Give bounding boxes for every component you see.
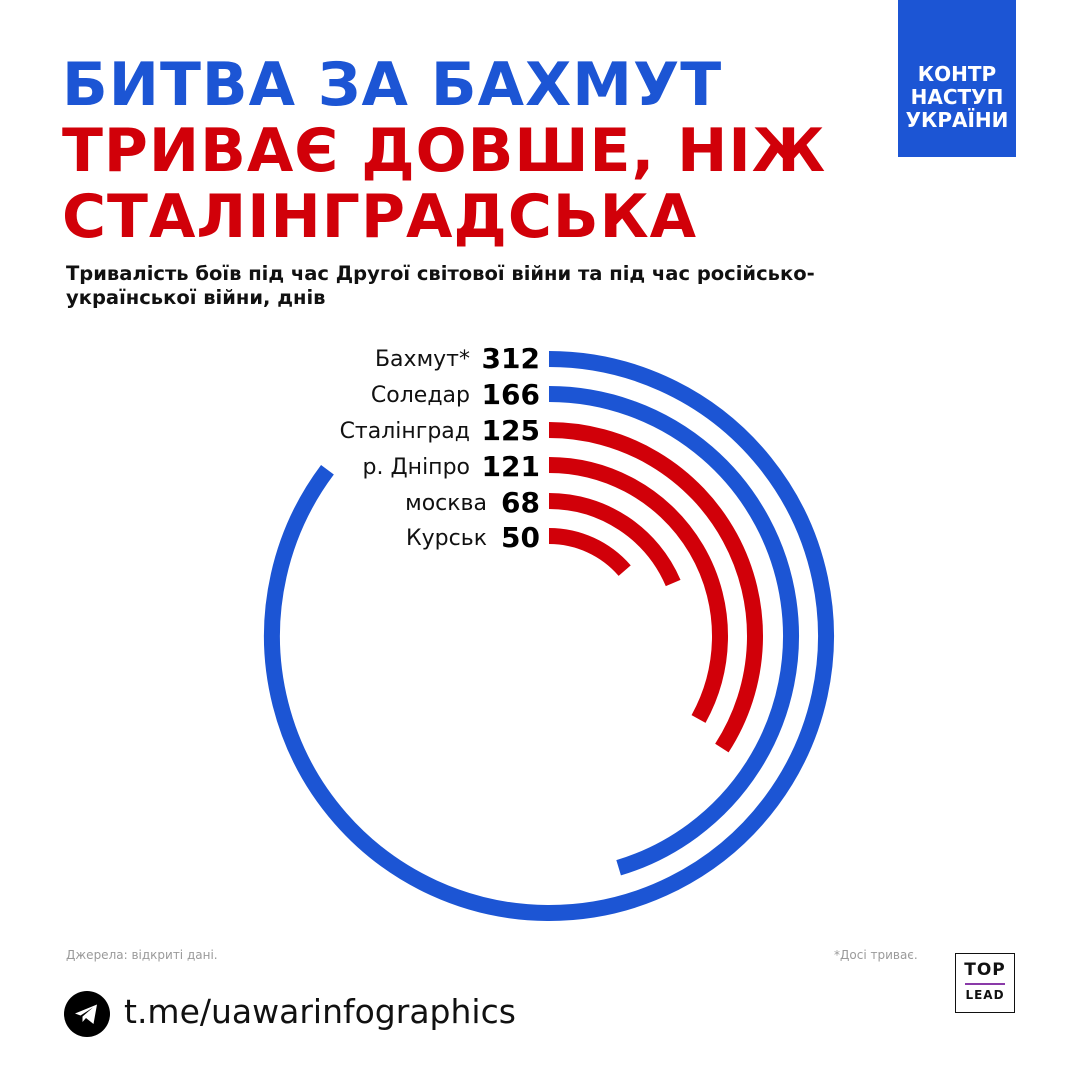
title-line-2: ТРИВАЄ ДОВШЕ, НІЖ: [62, 116, 827, 186]
value-label-4: 68: [501, 486, 540, 519]
logo-top-text: TOP: [964, 960, 1006, 980]
title-line-1: БИТВА ЗА БАХМУТ: [62, 50, 723, 120]
title-line-3: СТАЛІНГРАДСЬКА: [62, 182, 698, 252]
arc-1: [548, 386, 799, 876]
value-label-2: 125: [482, 414, 540, 447]
logo-bottom-text: LEAD: [965, 988, 1005, 1002]
telegram-link[interactable]: t.me/uawarinfographics: [124, 992, 516, 1031]
value-label-3: 121: [482, 450, 540, 483]
chart-subtitle: Тривалість боїв під час Другої світової …: [66, 262, 815, 309]
kontrnastup-badge: КОНТР НАСТУП УКРАЇНИ: [898, 0, 1016, 157]
category-label-2: Сталінград: [340, 419, 470, 444]
logo-divider: [965, 983, 1005, 985]
value-label-0: 312: [482, 342, 540, 375]
category-label-1: Соледар: [371, 383, 470, 408]
category-label-4: москва: [405, 491, 487, 516]
arc-3: [548, 457, 729, 723]
arc-2: [548, 422, 763, 753]
badge-line-2: НАСТУП: [910, 85, 1004, 109]
footnote: *Досі триває.: [834, 948, 918, 962]
arc-5: [548, 528, 631, 577]
category-label-3: р. Дніпро: [363, 455, 470, 480]
value-label-1: 166: [482, 378, 540, 411]
badge-line-1: КОНТР: [917, 62, 997, 86]
category-label-0: Бахмут*: [375, 347, 470, 372]
category-label-5: Курськ: [406, 526, 487, 551]
telegram-icon[interactable]: [64, 991, 110, 1037]
arc-0: [264, 351, 834, 921]
toplead-logo: TOP LEAD: [955, 953, 1015, 1013]
page-title: БИТВА ЗА БАХМУТ ТРИВАЄ ДОВШЕ, НІЖ СТАЛІН…: [62, 52, 826, 250]
source-note: Джерела: відкриті дані.: [66, 948, 218, 962]
badge-line-3: УКРАЇНИ: [905, 108, 1009, 132]
arc-4: [548, 493, 681, 587]
value-label-5: 50: [501, 521, 540, 554]
